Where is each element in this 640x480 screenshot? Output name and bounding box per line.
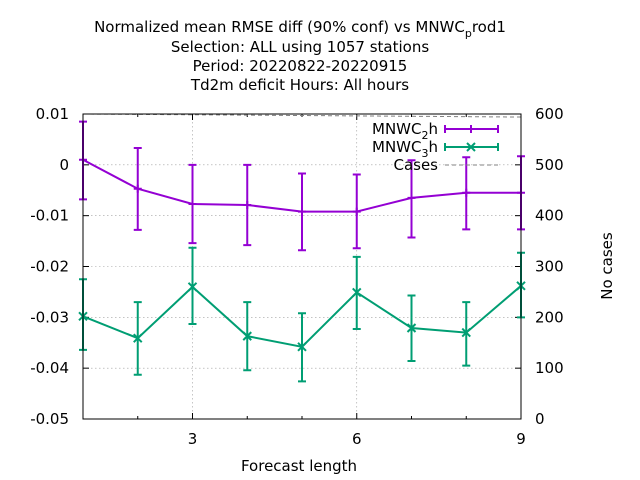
data-point (243, 200, 252, 209)
series-2 (78, 246, 526, 383)
legend-label-series-3: Cases (393, 156, 438, 174)
plot-frame (82, 113, 522, 420)
x-axis-label: Forecast length (241, 457, 357, 475)
data-point (188, 199, 197, 208)
data-point (407, 193, 416, 202)
legend-errorbar-cap (444, 143, 499, 151)
data-point (406, 323, 417, 333)
legend-errorbar-cap (444, 125, 499, 133)
data-point (298, 207, 306, 216)
y-tick-label: -0.03 (30, 308, 69, 326)
chart-title: Normalized mean RMSE diff (90% conf) vs … (94, 18, 506, 94)
y-axis-ticks: -0.05 -0.04 -0.03 -0.02 -0.01 0 0.01 (30, 105, 89, 428)
y2-tick-label: 300 (535, 258, 564, 276)
y-tick-label: 0.01 (36, 105, 69, 123)
y-tick-label: -0.04 (30, 359, 69, 377)
legend-label-series-2: MNWC3h (372, 138, 438, 160)
data-point (462, 188, 471, 197)
data-point (461, 327, 471, 338)
data-point (297, 342, 307, 352)
y2-tick-label: 400 (535, 207, 564, 225)
data-point (242, 331, 252, 341)
data-point (133, 333, 143, 343)
y2-tick-label: 500 (535, 156, 564, 174)
y-tick-label: -0.01 (30, 207, 69, 225)
data-point (187, 282, 198, 292)
series-3 (82, 113, 522, 118)
y-tick-label: -0.02 (30, 258, 69, 276)
y2-axis-label: No cases (598, 232, 616, 300)
x-tick-label: 6 (352, 430, 362, 448)
x-tick-label: 3 (188, 430, 198, 448)
title-line-4: Td2m deficit Hours: All hours (190, 76, 409, 94)
legend-label-series-1: MNWC2h (372, 120, 438, 142)
y2-tick-label: 0 (535, 410, 545, 428)
y2-tick-label: 600 (535, 105, 564, 123)
data-point (352, 287, 362, 298)
title-line-2: Selection: ALL using 1057 stations (171, 38, 430, 56)
y2-tick-label: 200 (535, 308, 564, 326)
legend: MNWC2h MNWC3h Cases (372, 120, 499, 174)
x-axis-ticks: 3 6 9 (82, 114, 526, 448)
legend-marker (466, 142, 476, 152)
y-tick-label: 0 (59, 156, 69, 174)
series-group (78, 113, 526, 383)
y-tick-label: -0.05 (30, 410, 69, 428)
data-point (352, 207, 361, 216)
title-line-3: Period: 20220822-20220915 (193, 57, 408, 75)
y2-tick-label: 100 (535, 359, 564, 377)
data-point (133, 184, 142, 193)
series-1 (79, 120, 525, 252)
title-line-1: Normalized mean RMSE diff (90% conf) vs … (94, 18, 506, 40)
legend-marker (467, 125, 475, 133)
x-tick-label: 9 (516, 430, 526, 448)
series-line (82, 113, 522, 118)
y2-axis-ticks: 0 100 200 300 400 500 600 (515, 105, 564, 428)
